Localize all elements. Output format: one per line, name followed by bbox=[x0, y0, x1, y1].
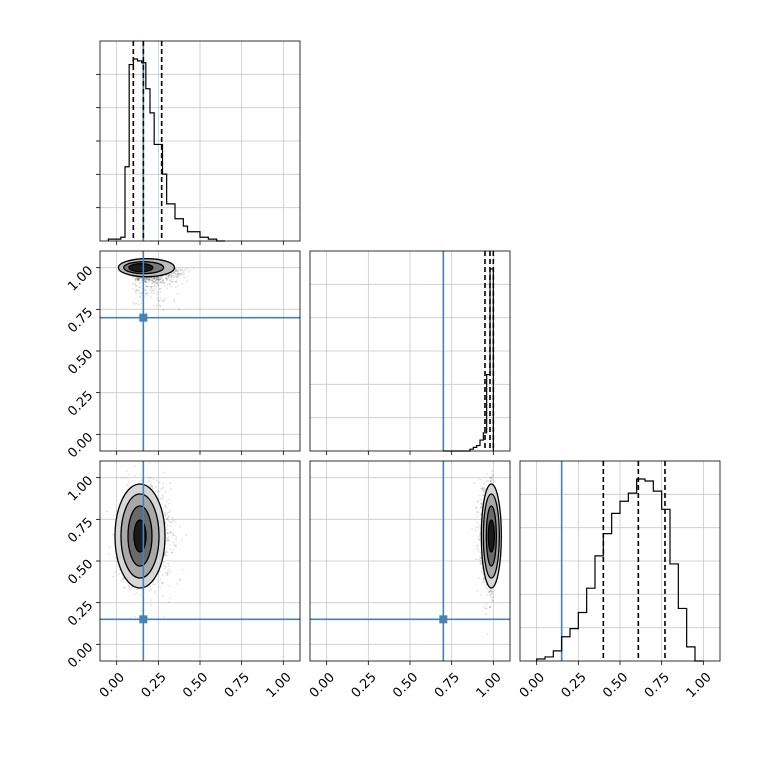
x-tick-label: 0.25 bbox=[139, 670, 170, 701]
histogram-p1 bbox=[309, 250, 511, 455]
density-contour bbox=[128, 263, 154, 273]
density-contour bbox=[487, 519, 495, 553]
y-tick-label: 0.00 bbox=[65, 430, 96, 461]
x-tick-label: 0.25 bbox=[349, 670, 380, 701]
joint-p0-p1: 0.00 0.25 0.50 0.75 1.00 bbox=[65, 250, 301, 461]
truth-marker bbox=[139, 313, 148, 322]
y-tick-label: 0.25 bbox=[65, 598, 96, 629]
y-tick-label: 1.00 bbox=[65, 473, 96, 504]
y-tick-label: 0.75 bbox=[65, 305, 96, 336]
x-tick-label: 0.00 bbox=[97, 670, 128, 701]
y-tick-label: 0.25 bbox=[65, 388, 96, 419]
histogram-p2: 0.00 0.25 0.50 0.75 1.00 bbox=[517, 460, 721, 701]
density-contour bbox=[133, 519, 147, 553]
x-tick-label: 0.75 bbox=[432, 670, 463, 701]
y-tick-label: 0.75 bbox=[65, 515, 96, 546]
y-tick-label: 1.00 bbox=[65, 263, 96, 294]
histogram-step bbox=[536, 478, 704, 662]
x-tick-label: 1.00 bbox=[684, 670, 715, 701]
truth-marker bbox=[439, 615, 448, 624]
joint-p1-p2: 0.00 0.25 0.50 0.75 1.00 bbox=[307, 460, 511, 701]
histogram-p0 bbox=[96, 40, 301, 245]
histogram-step bbox=[443, 268, 494, 452]
x-tick-label: 0.00 bbox=[517, 670, 548, 701]
joint-p0-p2: 0.00 0.25 0.50 0.75 1.00 0.00 0.25 0.50 0.75 1.00 bbox=[65, 460, 301, 701]
x-tick-label: 1.00 bbox=[264, 670, 295, 701]
y-tick-label: 0.00 bbox=[65, 640, 96, 671]
x-tick-label: 0.50 bbox=[600, 670, 631, 701]
x-tick-label: 0.75 bbox=[642, 670, 673, 701]
x-tick-label: 0.50 bbox=[390, 670, 421, 701]
x-tick-label: 0.25 bbox=[559, 670, 590, 701]
x-tick-label: 0.50 bbox=[180, 670, 211, 701]
histogram-step bbox=[107, 58, 225, 242]
y-tick-label: 0.50 bbox=[65, 557, 96, 588]
y-tick-label: 0.50 bbox=[65, 347, 96, 378]
x-tick-label: 0.00 bbox=[307, 670, 338, 701]
truth-marker bbox=[139, 615, 148, 624]
x-tick-label: 0.75 bbox=[222, 670, 253, 701]
x-tick-label: 1.00 bbox=[474, 670, 505, 701]
